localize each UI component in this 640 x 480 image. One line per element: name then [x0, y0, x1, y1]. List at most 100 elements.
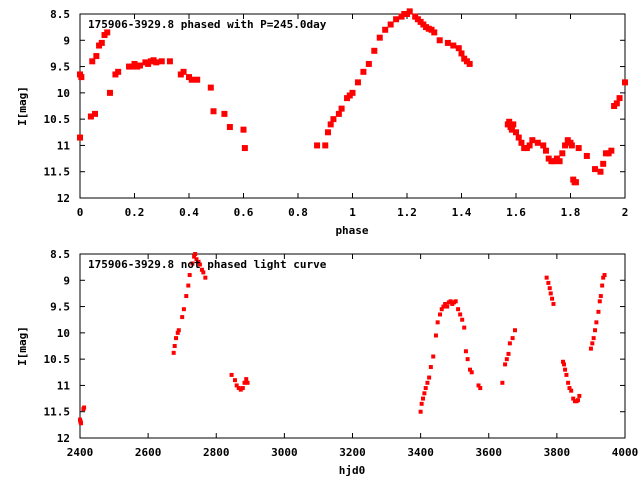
unphased-data-point	[465, 357, 470, 362]
phased-y-tick-label: 11.5	[44, 166, 71, 179]
phased-data-point	[592, 166, 599, 173]
phased-data-point	[508, 126, 515, 133]
phased-x-tick-label: 0.2	[125, 206, 145, 219]
phased-data-point	[534, 139, 541, 146]
phased-data-point	[526, 142, 533, 149]
unphased-data-point	[421, 396, 426, 401]
phased-data-point	[559, 150, 566, 157]
unphased-y-tick-label: 10.5	[44, 353, 71, 366]
unphased-data-point	[194, 257, 199, 262]
phased-data-point	[597, 168, 604, 175]
phased-x-tick-label: 0.8	[288, 206, 308, 219]
unphased-data-point	[594, 320, 599, 325]
phased-data-point	[518, 139, 525, 146]
phased-data-point	[431, 29, 438, 36]
unphased-data-point	[563, 367, 568, 372]
unphased-data-point	[566, 380, 571, 385]
phased-x-tick-label: 1.8	[561, 206, 581, 219]
unphased-data-point	[504, 357, 509, 362]
phased-data-point	[616, 95, 623, 102]
unphased-x-tick-label: 2600	[135, 446, 162, 459]
unphased-data-point	[593, 328, 598, 333]
phased-data-point	[335, 110, 342, 117]
unphased-data-point	[500, 380, 505, 385]
phased-data-point	[360, 68, 367, 75]
unphased-data-point	[435, 320, 440, 325]
unphased-data-point	[503, 362, 508, 367]
phased-data-point	[387, 21, 394, 28]
phased-data-point	[78, 74, 85, 81]
unphased-chart-title: 175906-3929.8 not phased light curve	[88, 258, 327, 271]
unphased-y-tick-label: 10	[57, 327, 70, 340]
phased-chart: 0 0.2 0.4 0.6 0.8 1 1.2 1.4 1.6 1.8 2 8.5 9 9.5 10 10.5…	[16, 8, 628, 237]
phased-y-tick-label: 10	[57, 87, 70, 100]
phased-data-point	[613, 100, 620, 107]
unphased-data-point	[418, 409, 423, 414]
unphased-data-point	[229, 372, 234, 377]
phased-data-point	[406, 8, 413, 15]
phased-data-point	[194, 76, 201, 83]
unphased-data-point	[181, 307, 186, 312]
phased-data-point	[153, 59, 160, 66]
unphased-data-point	[82, 405, 87, 410]
unphased-data-point	[234, 383, 239, 388]
unphased-data-point	[462, 325, 467, 330]
phased-data-point	[240, 126, 247, 133]
phased-data-point	[188, 76, 195, 83]
unphased-data-point	[561, 359, 566, 364]
unphased-y-tick-label: 9	[63, 274, 70, 287]
unphased-x-tick-label: 2400	[67, 446, 94, 459]
phased-chart-title: 175906-3929.8 phased with P=245.0day	[88, 18, 327, 31]
phased-data-point	[510, 121, 517, 128]
phased-data-point	[104, 29, 111, 36]
unphased-data-point	[591, 336, 596, 341]
unphased-data-point	[506, 351, 511, 356]
phased-data-point	[600, 160, 607, 167]
phased-y-axis-label: I[mag]	[16, 86, 29, 126]
unphased-data-point	[244, 377, 249, 382]
unphased-data-point	[197, 262, 202, 267]
unphased-data-point	[598, 294, 603, 299]
phased-x-tick-label: 1.2	[397, 206, 417, 219]
unphased-data-point	[463, 349, 468, 354]
phased-data-point	[583, 152, 590, 159]
unphased-data-point	[597, 299, 602, 304]
unphased-data-point	[192, 254, 197, 259]
unphased-data-point	[238, 387, 243, 392]
unphased-data-point	[174, 336, 179, 341]
unphased-data-point	[600, 283, 605, 288]
phased-x-tick-label: 0.6	[234, 206, 254, 219]
phased-y-tick-label: 9.5	[50, 61, 70, 74]
phased-data-point	[87, 113, 94, 120]
unphased-y-axis-label: I[mag]	[16, 326, 29, 366]
unphased-data-point	[469, 370, 474, 375]
unphased-data-point	[602, 273, 607, 278]
unphased-data-point	[193, 252, 198, 256]
phased-data-points	[77, 8, 628, 186]
unphased-data-point	[431, 354, 436, 359]
phased-data-point	[180, 68, 187, 75]
unphased-data-point	[199, 267, 204, 272]
phased-x-tick-label: 2	[622, 206, 629, 219]
phased-y-tick-label: 12	[57, 192, 70, 205]
unphased-data-point	[422, 391, 427, 396]
phased-data-point	[444, 39, 451, 46]
unphased-data-point	[419, 401, 424, 406]
unphased-data-point	[242, 380, 247, 385]
unphased-data-point	[601, 275, 606, 280]
unphased-data-point	[423, 386, 428, 391]
unphased-x-tick-label: 3400	[407, 446, 434, 459]
phased-data-point	[556, 158, 563, 165]
unphased-data-point	[596, 309, 601, 314]
unphased-data-point	[544, 275, 549, 280]
phased-data-point	[572, 179, 579, 186]
phased-data-point	[314, 142, 321, 149]
unphased-data-point	[547, 286, 552, 291]
phased-data-point	[166, 58, 173, 65]
phased-data-point	[89, 58, 96, 65]
unphased-data-point	[575, 398, 580, 403]
phased-data-point	[450, 42, 457, 49]
phased-data-point	[436, 37, 443, 44]
unphased-data-point	[550, 296, 555, 301]
